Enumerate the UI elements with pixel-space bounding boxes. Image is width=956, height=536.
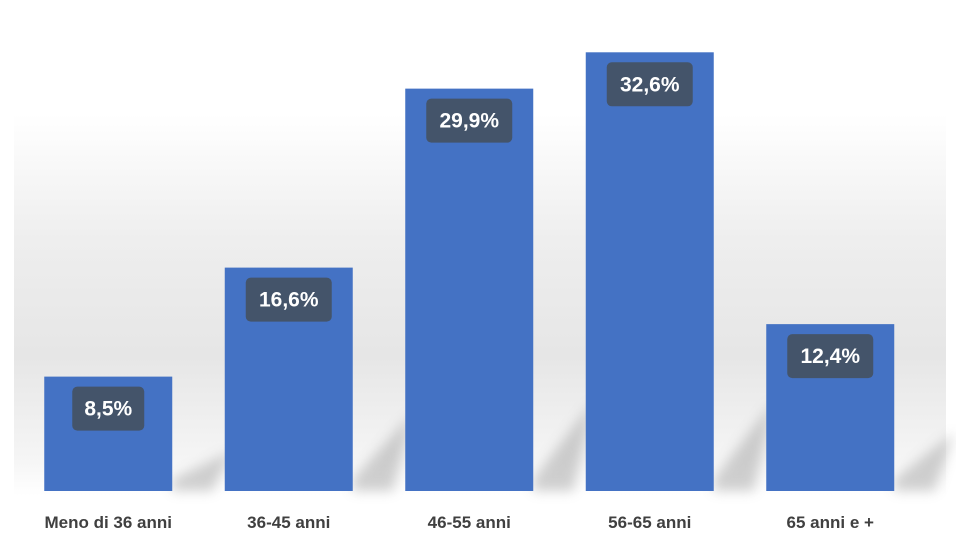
category-label: 46-55 anni [428, 513, 511, 532]
category-label: 56-65 anni [608, 513, 691, 532]
category-label: 36-45 anni [247, 513, 330, 532]
data-label-box [787, 334, 874, 379]
data-label: 8,5% [84, 398, 132, 421]
bar [405, 88, 534, 491]
bar-shadows [172, 401, 955, 491]
bar-shadow [172, 450, 233, 491]
data-label: 16,6% [259, 289, 319, 312]
bar-shadow [352, 412, 413, 491]
category-label: 65 anni e + [787, 513, 874, 532]
data-label-box [426, 98, 513, 143]
category-tick-labels: Meno di 36 anni 36-45 anni 46-55 anni 56-65… [44, 513, 874, 532]
category-label: Meno di 36 anni [44, 513, 172, 532]
data-label-box [72, 386, 145, 431]
bar-shadow [894, 432, 955, 491]
data-label-box [245, 277, 332, 322]
data-label-box [606, 62, 693, 107]
bar [585, 52, 714, 491]
bar-shadow [713, 401, 774, 491]
data-label: 12,4% [800, 345, 860, 368]
data-label: 29,9% [439, 110, 499, 133]
data-labels-group: 8,5% 16,6% 29,9% 32,6% 12,4% [72, 62, 874, 431]
bar-shadow [533, 401, 594, 491]
data-label: 32,6% [620, 73, 680, 96]
